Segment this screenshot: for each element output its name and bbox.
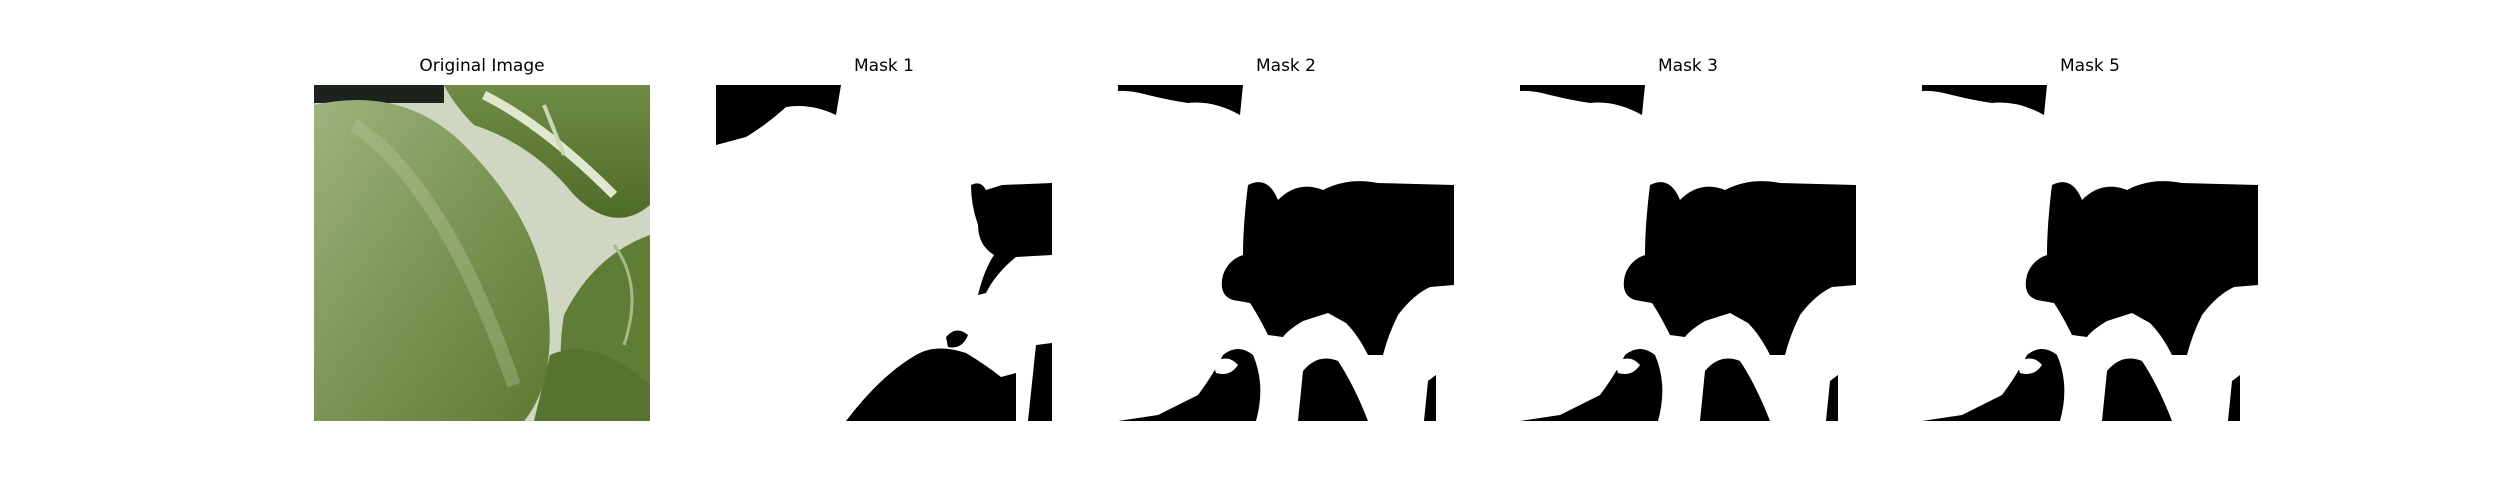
mask-5-panel: Mask 5 bbox=[1922, 0, 2258, 500]
mask-2-image bbox=[1118, 85, 1454, 421]
panel-title: Mask 5 bbox=[1922, 58, 2258, 75]
mask-2-panel: Mask 2 bbox=[1118, 0, 1454, 500]
mask-3-image bbox=[1520, 85, 1856, 421]
panel-title: Mask 3 bbox=[1520, 58, 1856, 75]
mask-5-image bbox=[1922, 85, 2258, 421]
original-image-panel: Original Image bbox=[314, 0, 650, 500]
panel-title: Mask 2 bbox=[1118, 58, 1454, 75]
panel-title: Mask 1 bbox=[716, 58, 1052, 75]
mask-1-panel: Mask 1 bbox=[716, 0, 1052, 500]
original-leaf-photo bbox=[314, 85, 650, 421]
panel-title: Original Image bbox=[314, 58, 650, 75]
mask-1-image bbox=[716, 85, 1052, 421]
mask-3-panel: Mask 3 bbox=[1520, 0, 1856, 500]
